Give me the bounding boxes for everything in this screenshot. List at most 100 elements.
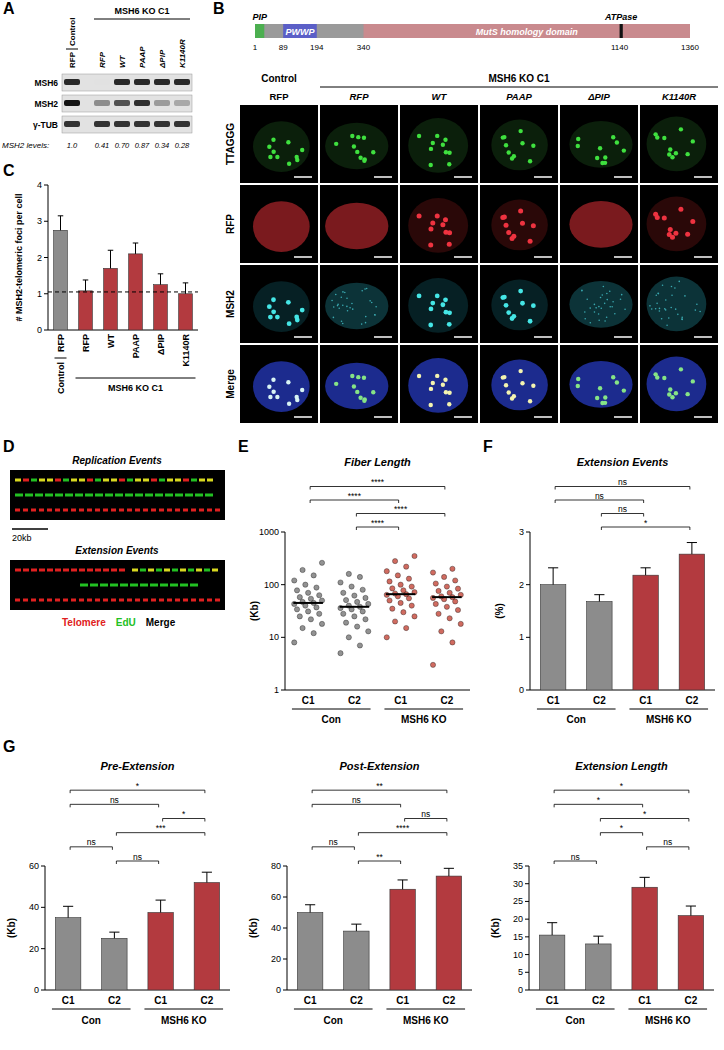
nucleus (325, 363, 388, 410)
group-label: Con (322, 714, 341, 725)
focus (334, 142, 338, 146)
tick-label: 0 (37, 325, 42, 335)
focus (443, 297, 448, 302)
focus (670, 235, 675, 240)
category-label: C2 (350, 995, 363, 1006)
group-line (94, 19, 190, 20)
point (366, 629, 371, 634)
category-label: C2 (592, 995, 605, 1006)
fiber-signal (71, 569, 77, 572)
point (447, 616, 452, 621)
focus (668, 387, 672, 391)
fiber-signal (150, 584, 158, 587)
category-label: C1 (154, 995, 167, 1006)
group-line (76, 378, 196, 379)
point (395, 573, 400, 578)
tick-label: 100 (264, 580, 279, 590)
y-tick (525, 990, 529, 991)
significance-label: ns (87, 837, 96, 847)
micrograph-bg (320, 105, 398, 183)
focus (512, 394, 516, 398)
fiber-signal (151, 599, 156, 602)
error-bar (202, 872, 212, 882)
fiber-signal (151, 479, 157, 482)
focus (685, 152, 689, 156)
bar (344, 931, 369, 990)
speckle (624, 308, 626, 310)
legend-entry: Merge (146, 617, 176, 628)
focus (502, 215, 507, 220)
focus (271, 390, 275, 394)
focus (350, 134, 354, 138)
chart-title: Fiber Length (344, 456, 411, 468)
significance-label: * (643, 809, 647, 819)
speckle (657, 293, 659, 295)
focus (268, 395, 272, 399)
speckle (661, 318, 663, 320)
panel-label: F (483, 438, 493, 455)
y-tick (283, 897, 287, 898)
speckle (581, 290, 583, 292)
focus (662, 376, 666, 380)
tick-label: 0 (34, 985, 39, 995)
category-label: C1 (304, 995, 317, 1006)
blot-band (64, 100, 80, 106)
speckle (670, 307, 672, 309)
speckle (675, 308, 677, 310)
tick-label: 40 (271, 923, 281, 933)
separator (55, 358, 67, 359)
micrograph-bg (400, 265, 478, 343)
point (384, 635, 389, 640)
nucleus (253, 201, 310, 252)
blot-band (174, 79, 190, 85)
focus (528, 159, 532, 163)
category-label: RFP (81, 334, 91, 352)
point (450, 566, 455, 571)
bar (632, 887, 657, 990)
fiber-signal (215, 509, 220, 512)
fiber-signal (87, 509, 92, 512)
fiber-signal (31, 479, 37, 482)
point (444, 604, 449, 609)
error-line (599, 595, 600, 602)
focus (679, 367, 683, 371)
error-cap (202, 872, 212, 873)
focus (271, 297, 276, 302)
focus (655, 375, 659, 379)
focus (502, 295, 507, 300)
focus (668, 227, 673, 232)
group-label: MSH6 KO (646, 714, 692, 725)
point (314, 605, 319, 610)
fiber-signal (71, 599, 76, 602)
column-label: ΔPIP (587, 91, 610, 102)
fiber-signal (165, 494, 173, 497)
error-bar (108, 250, 114, 268)
focus (504, 383, 508, 387)
tick-label: 0 (519, 685, 524, 695)
fiber-signal (95, 479, 101, 482)
focus (447, 402, 451, 406)
speckle (371, 302, 373, 304)
fiber-signal (79, 569, 85, 572)
point (384, 569, 389, 574)
panel-label: B (213, 0, 225, 17)
fiber-signal (119, 479, 125, 482)
category-label: C1 (546, 995, 559, 1006)
significance-label: **** (371, 477, 385, 487)
error-cap (83, 279, 89, 280)
focus (447, 151, 451, 155)
y-tick (41, 990, 45, 991)
fiber-signal (23, 479, 29, 482)
point (439, 629, 444, 634)
fiber-signal (95, 599, 100, 602)
group-label: MSH6 KO C1 (114, 6, 169, 16)
focus (615, 380, 619, 384)
point (430, 662, 435, 667)
error-cap (133, 243, 139, 244)
fiber-signal (155, 494, 163, 497)
speckle (594, 311, 596, 313)
fiber-signal (215, 599, 220, 602)
error-line (598, 936, 599, 944)
focus (598, 386, 602, 390)
fiber-signal (79, 479, 85, 482)
